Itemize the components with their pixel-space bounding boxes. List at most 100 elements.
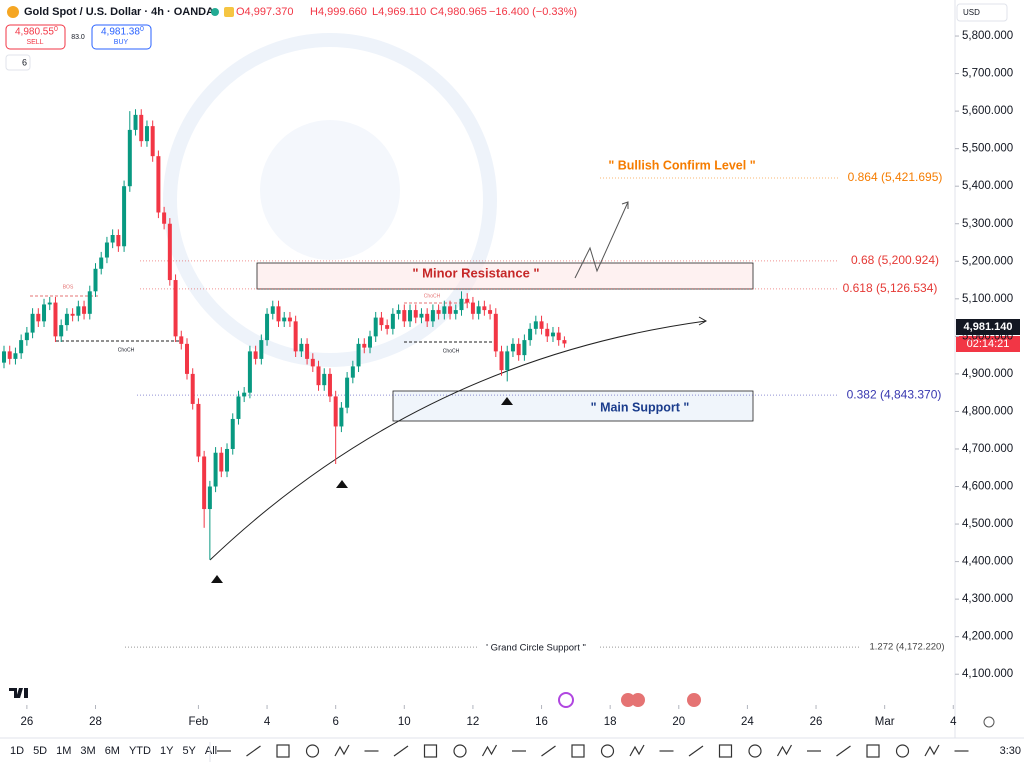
candle-body	[99, 257, 104, 269]
tool-icon[interactable]	[276, 744, 290, 758]
timeframe-button[interactable]: 3M	[80, 745, 95, 757]
tool-icon[interactable]	[776, 744, 793, 757]
support-box	[392, 390, 754, 422]
indicators-toggle[interactable]	[5, 54, 31, 71]
timeframe-button[interactable]: 5D	[33, 745, 47, 757]
watermark	[163, 33, 497, 367]
timeframe-button[interactable]: 1Y	[160, 745, 174, 757]
candle-body	[70, 313, 75, 316]
timeframe-button[interactable]: All	[205, 745, 217, 757]
candle-body	[127, 129, 132, 187]
tool-icon[interactable]	[748, 744, 762, 758]
candle-body	[82, 306, 87, 314]
tool-icon[interactable]	[924, 744, 940, 757]
tool-icon[interactable]	[866, 744, 880, 758]
buy-label[interactable]: BUY	[114, 39, 129, 46]
event-icon[interactable]	[558, 692, 574, 708]
buy-price[interactable]: 4,981.38	[101, 27, 140, 38]
candle-body	[133, 114, 138, 130]
sell-price-sup[interactable]: 0	[54, 26, 58, 33]
candle-body	[270, 306, 275, 314]
candle-body	[373, 317, 378, 337]
candle-body	[122, 186, 127, 247]
candle-body	[87, 291, 92, 314]
y-tick-label: 5,100.000	[962, 293, 1013, 305]
timeframe-button[interactable]: 6M	[105, 745, 120, 757]
candle-body	[453, 310, 458, 314]
status-dot	[211, 8, 219, 16]
timeframe-button[interactable]: 1M	[56, 745, 71, 757]
y-tick-label: 5,000.000	[962, 330, 1013, 342]
tool-icon[interactable]	[393, 745, 409, 757]
timeframe-button[interactable]: 1D	[10, 745, 24, 757]
tool-icon[interactable]	[571, 744, 585, 758]
tool-icon[interactable]	[541, 745, 556, 757]
candle-body	[430, 310, 435, 322]
tool-icon[interactable]	[423, 744, 438, 758]
candle-body	[259, 340, 264, 359]
tool-icon[interactable]	[334, 744, 350, 757]
candle-body	[499, 351, 504, 371]
event-icon[interactable]	[687, 693, 701, 707]
currency-button[interactable]	[956, 3, 1008, 22]
candle-body	[110, 235, 115, 243]
candle-body	[213, 452, 218, 487]
event-icon[interactable]	[631, 693, 645, 707]
indicators-count[interactable]: 6	[22, 57, 27, 67]
candle-body	[93, 268, 98, 292]
currency[interactable]: USD	[963, 8, 980, 17]
x-tick-label: 10	[398, 716, 411, 728]
last-price: 4,981.140	[964, 321, 1013, 333]
candle-body	[282, 317, 287, 322]
tool-icon[interactable]	[836, 745, 851, 757]
candle-body	[556, 332, 561, 341]
tool-icon[interactable]	[629, 744, 645, 757]
event-icon[interactable]	[621, 693, 635, 707]
candle-body	[19, 340, 24, 354]
candle-body	[505, 351, 510, 371]
tool-glyph	[688, 745, 704, 757]
candle-body	[184, 343, 189, 374]
tool-icon[interactable]	[688, 745, 704, 757]
y-tick-label: 5,400.000	[962, 180, 1013, 192]
candle-body	[179, 336, 184, 344]
symbol: Gold Spot / U.S. Dollar · 4h · OANDA	[24, 6, 214, 18]
tool-glyph	[718, 744, 733, 758]
candle-body	[482, 306, 487, 311]
candle-body	[230, 418, 235, 449]
tool-icon[interactable]	[718, 744, 733, 758]
candle-body	[356, 343, 361, 367]
x-tick-label: Mar	[875, 716, 895, 728]
candle-body	[533, 321, 538, 329]
logo	[9, 688, 28, 698]
settings-icon[interactable]	[983, 716, 995, 728]
tool-icon[interactable]	[305, 744, 320, 758]
candle-body	[236, 396, 241, 419]
trend-arrow	[698, 316, 708, 326]
sell-label[interactable]: SELL	[26, 39, 43, 46]
buy-button[interactable]	[91, 24, 152, 50]
annotation: " Bullish Confirm Level "	[608, 158, 755, 172]
tool-icon[interactable]	[600, 744, 615, 758]
candle-body	[465, 298, 470, 303]
watermark	[260, 120, 400, 260]
candle-body	[253, 351, 258, 359]
candle-body	[367, 336, 372, 348]
level-label: 0.864 (5,421.695)	[848, 170, 943, 184]
sell-price[interactable]: 4,980.55	[15, 27, 54, 38]
timeframe-button[interactable]: 5Y	[182, 745, 196, 757]
tool-icon[interactable]	[481, 744, 498, 757]
candle-body	[379, 317, 384, 326]
sell-button[interactable]	[5, 24, 66, 50]
spread: 83.0	[71, 34, 85, 41]
candle-body	[436, 310, 441, 314]
buy-price-sup[interactable]: 0	[140, 26, 144, 33]
tool-icon[interactable]	[246, 745, 261, 757]
ohlc-open: O4,997.370	[236, 6, 294, 18]
timeframe-button[interactable]: YTD	[129, 745, 151, 757]
candle-body	[219, 452, 224, 472]
tool-icon[interactable]	[453, 744, 467, 758]
level-label: 1.272 (4,172.220)	[869, 642, 944, 653]
candle-body	[333, 396, 338, 427]
tool-icon[interactable]	[895, 744, 910, 758]
